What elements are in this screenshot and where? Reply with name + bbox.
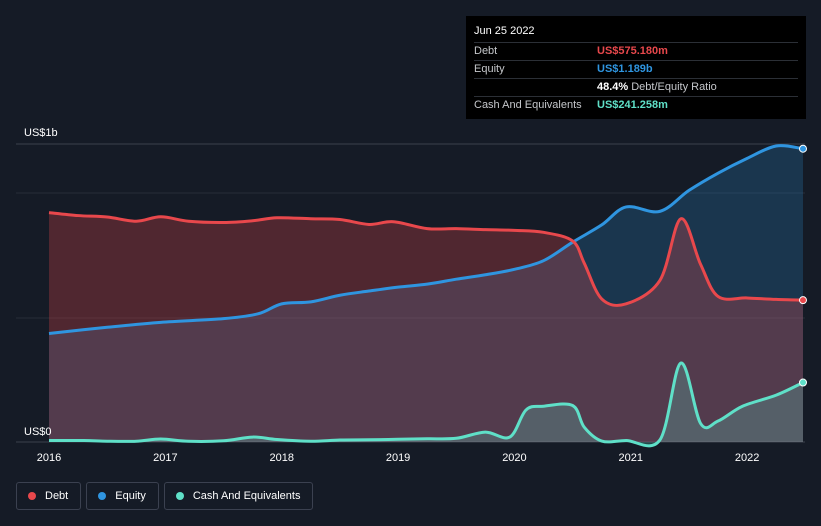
legend-item-equity[interactable]: Equity <box>86 482 159 510</box>
x-tick-label-2019: 2019 <box>386 452 410 464</box>
tooltip-panel: Jun 25 2022 Debt US$575.180m Equity US$1… <box>466 16 806 119</box>
tooltip-label: Equity <box>474 63 505 75</box>
equity-line <box>48 144 804 335</box>
tooltip-ratio-caption: Debt/Equity Ratio <box>631 81 717 93</box>
legend-item-cash[interactable]: Cash And Equivalents <box>163 482 314 510</box>
x-tick-label-2017: 2017 <box>153 452 177 464</box>
legend-item-debt[interactable]: Debt <box>16 482 82 510</box>
x-tick-label-2016: 2016 <box>37 452 61 464</box>
tooltip-value: 48.4% <box>597 81 629 93</box>
x-tick-label-2020: 2020 <box>502 452 526 464</box>
tooltip-value: US$241.258m <box>597 99 668 111</box>
cash-and-equivalents-line <box>48 361 804 448</box>
x-tick-label-2021: 2021 <box>619 452 643 464</box>
tooltip-value: US$1.189b <box>597 63 653 75</box>
x-tick-label-2018: 2018 <box>269 452 293 464</box>
tooltip-label: Debt <box>474 45 498 57</box>
tooltip-row-cash: Cash And Equivalents US$241.258m <box>474 96 798 114</box>
debt-line <box>48 211 804 307</box>
legend-dot-icon <box>175 492 184 500</box>
cash-and-equivalents-area <box>49 362 803 446</box>
tooltip-label <box>474 79 597 96</box>
tooltip-row-equity: Equity US$1.189b <box>474 60 798 78</box>
equity-end-marker[interactable] <box>799 144 807 153</box>
x-tick-label-2022: 2022 <box>735 452 759 464</box>
cash-and-equivalents-end-marker[interactable] <box>799 378 807 387</box>
legend-label: Equity <box>115 490 146 502</box>
y-tick-label-zero: US$0 <box>24 426 52 438</box>
tooltip-row-debt: Debt US$575.180m <box>474 42 798 60</box>
equity-area <box>49 145 803 442</box>
chart-legend: Debt Equity Cash And Equivalents <box>16 482 314 510</box>
legend-dot-icon <box>28 492 36 500</box>
tooltip-row-ratio: 48.4% Debt/Equity Ratio <box>474 78 798 96</box>
y-tick-label-max: US$1b <box>24 127 58 139</box>
legend-dot-icon <box>98 492 107 500</box>
debt-end-marker[interactable] <box>799 296 807 305</box>
debt-area <box>49 212 803 442</box>
tooltip-label: Cash And Equivalents <box>474 99 582 111</box>
tooltip-value: US$575.180m <box>597 45 668 57</box>
legend-label: Cash And Equivalents <box>192 490 301 502</box>
legend-label: Debt <box>45 490 69 502</box>
tooltip-date: Jun 25 2022 <box>474 25 535 37</box>
